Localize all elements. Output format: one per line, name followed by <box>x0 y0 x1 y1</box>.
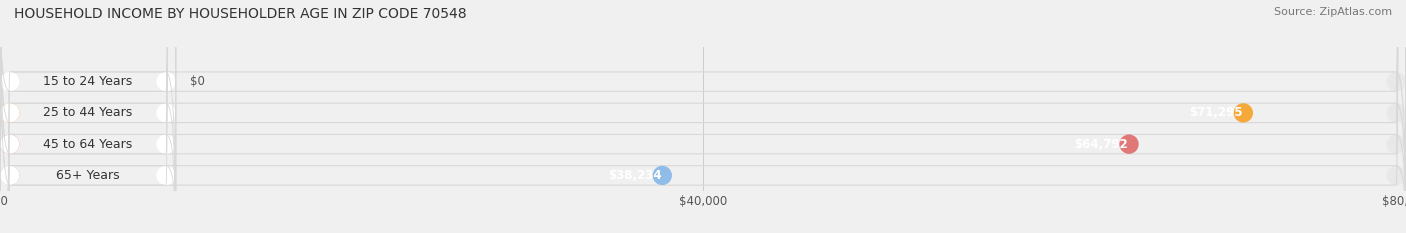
Text: $71,295: $71,295 <box>1189 106 1243 119</box>
Ellipse shape <box>1386 166 1406 185</box>
Ellipse shape <box>0 72 20 91</box>
Ellipse shape <box>0 134 20 154</box>
Text: 25 to 44 Years: 25 to 44 Years <box>44 106 132 119</box>
Ellipse shape <box>0 103 20 123</box>
Ellipse shape <box>0 103 20 123</box>
Text: 65+ Years: 65+ Years <box>56 169 120 182</box>
Ellipse shape <box>0 103 20 123</box>
Ellipse shape <box>0 166 20 185</box>
Ellipse shape <box>1386 103 1406 123</box>
Ellipse shape <box>156 166 176 185</box>
Ellipse shape <box>0 134 20 154</box>
Ellipse shape <box>652 166 672 185</box>
Text: 15 to 24 Years: 15 to 24 Years <box>44 75 132 88</box>
Ellipse shape <box>156 134 176 154</box>
Ellipse shape <box>0 72 20 91</box>
Text: $0: $0 <box>190 75 205 88</box>
Text: HOUSEHOLD INCOME BY HOUSEHOLDER AGE IN ZIP CODE 70548: HOUSEHOLD INCOME BY HOUSEHOLDER AGE IN Z… <box>14 7 467 21</box>
Text: Source: ZipAtlas.com: Source: ZipAtlas.com <box>1274 7 1392 17</box>
Text: $38,234: $38,234 <box>607 169 661 182</box>
Ellipse shape <box>0 166 20 185</box>
Ellipse shape <box>1386 72 1406 91</box>
Ellipse shape <box>0 134 20 154</box>
Ellipse shape <box>156 103 176 123</box>
Ellipse shape <box>0 166 20 185</box>
Ellipse shape <box>156 72 176 91</box>
Ellipse shape <box>1119 134 1139 154</box>
Text: 45 to 64 Years: 45 to 64 Years <box>44 138 132 151</box>
Text: $64,792: $64,792 <box>1074 138 1128 151</box>
Ellipse shape <box>1233 103 1253 123</box>
Ellipse shape <box>1386 134 1406 154</box>
